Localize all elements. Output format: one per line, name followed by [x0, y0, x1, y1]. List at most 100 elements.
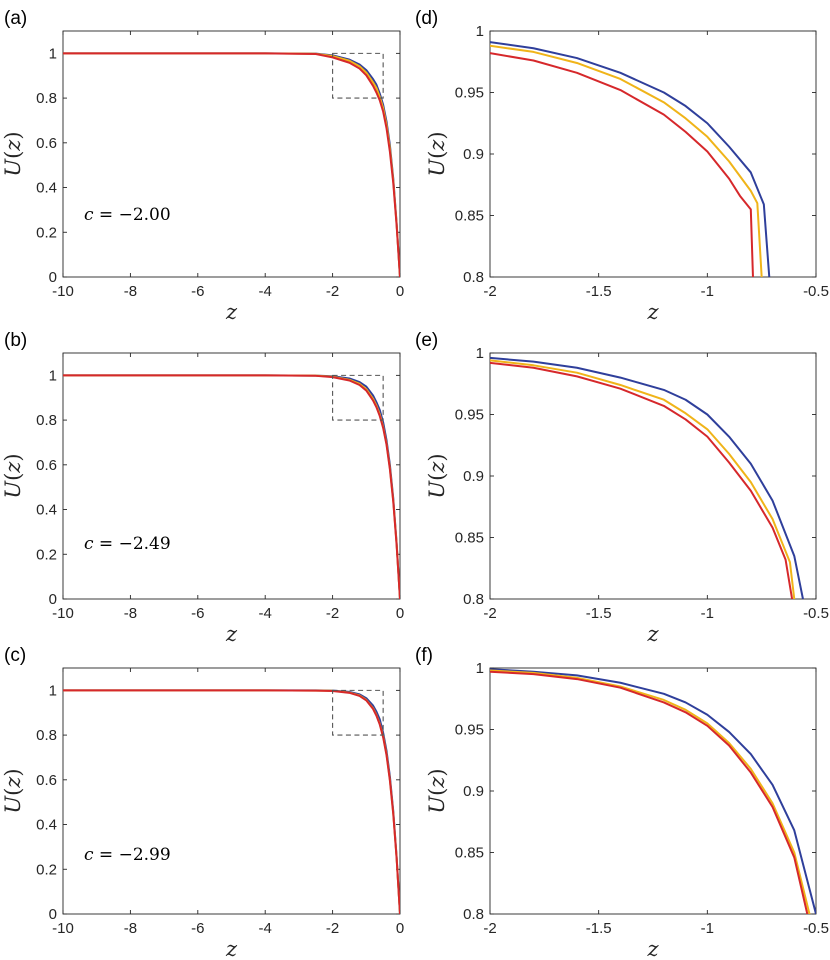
zoom-box — [332, 374, 384, 421]
plot-frame — [62, 667, 401, 915]
y-tick-label: 0.8 — [463, 269, 484, 286]
y-tick-label: 0.85 — [455, 530, 484, 547]
y-tick-label: 0.95 — [455, 85, 484, 102]
y-tick-label: 0.9 — [463, 146, 484, 163]
y-axis-label-open-paren: ( — [1, 473, 25, 481]
series-line-3 — [63, 689, 400, 914]
x-axis-label: z — [646, 622, 659, 646]
x-tick-label: -1 — [701, 920, 714, 937]
panel-label: (b) — [4, 330, 27, 351]
x-tick-label: -2 — [483, 605, 496, 622]
x-tick-label: -2 — [483, 283, 496, 300]
y-axis-label: U(z) — [1, 453, 25, 498]
x-tick-label: -8 — [124, 283, 137, 300]
y-tick-label: 0.9 — [463, 783, 484, 800]
y-tick-label: 0.2 — [36, 546, 57, 563]
x-tick-label: -4 — [259, 283, 272, 300]
y-tick-label: 0.4 — [36, 180, 57, 197]
y-tick-label: 0.6 — [36, 772, 57, 789]
x-axis-label: z — [225, 937, 238, 960]
y-tick-label: 0.85 — [455, 845, 484, 862]
series-line-3 — [63, 374, 400, 599]
y-tick-label: 0.4 — [36, 502, 57, 519]
annotation-c-value: c = −2.00 — [84, 205, 171, 225]
x-tick-label: -6 — [191, 920, 204, 937]
y-axis-label-close-paren: ) — [425, 768, 449, 776]
y-axis-label: U(z) — [1, 131, 25, 176]
series-line-3 — [490, 361, 794, 599]
y-tick-label: 0 — [49, 906, 57, 923]
plot-frame — [489, 667, 817, 915]
annotation-c-value: c = −2.49 — [84, 534, 171, 554]
y-axis-label-fn: U — [1, 795, 25, 814]
y-axis-label-fn: U — [1, 480, 25, 499]
y-tick-label: 0.8 — [36, 90, 57, 107]
x-tick-label: 0 — [396, 605, 404, 622]
y-tick-label: 0 — [49, 591, 57, 608]
y-tick-label: 1 — [476, 660, 484, 677]
x-tick-label: -2 — [326, 920, 339, 937]
y-axis-label-open-paren: ( — [425, 151, 449, 159]
annotation-var: c — [84, 205, 94, 225]
x-tick-label: -1.5 — [586, 605, 612, 622]
y-axis-label-close-paren: ) — [1, 768, 25, 776]
series-line-1 — [63, 689, 400, 914]
series-line-2 — [63, 689, 400, 914]
y-axis-label: U(z) — [1, 768, 25, 813]
series-line-2 — [63, 52, 400, 277]
x-tick-label: -6 — [191, 605, 204, 622]
annotation-value: = −2.99 — [94, 845, 171, 865]
y-tick-label: 0.8 — [463, 906, 484, 923]
y-axis-label-close-paren: ) — [1, 453, 25, 461]
y-tick-label: 0.6 — [36, 135, 57, 152]
y-axis-label-close-paren: ) — [425, 453, 449, 461]
x-tick-label: 0 — [396, 920, 404, 937]
x-tick-label: -2 — [326, 605, 339, 622]
annotation-value: = −2.49 — [94, 534, 171, 554]
series-group — [63, 374, 400, 599]
y-axis-label-close-paren: ) — [425, 131, 449, 139]
series-group — [490, 356, 804, 599]
panel-label: (c) — [4, 645, 26, 666]
zoom-box — [332, 689, 384, 736]
x-tick-label: -8 — [124, 605, 137, 622]
x-tick-label: -0.5 — [803, 283, 829, 300]
series-line-1 — [63, 52, 400, 277]
y-axis-label-open-paren: ( — [1, 151, 25, 159]
plot-frame — [62, 352, 401, 600]
y-tick-label: 0.8 — [36, 727, 57, 744]
y-tick-label: 0.85 — [455, 208, 484, 225]
y-tick-label: 1 — [49, 367, 57, 384]
x-tick-label: 0 — [396, 283, 404, 300]
y-axis-label-close-paren: ) — [1, 131, 25, 139]
series-line-1 — [490, 668, 816, 914]
series-line-3 — [63, 52, 400, 277]
y-tick-label: 0.8 — [36, 412, 57, 429]
panel-label: (a) — [4, 8, 27, 29]
y-axis-label-fn: U — [425, 480, 449, 499]
annotation-c-value: c = −2.99 — [84, 845, 171, 865]
series-line-3 — [490, 670, 809, 914]
x-tick-label: -0.5 — [803, 920, 829, 937]
y-tick-label: 1 — [49, 682, 57, 699]
y-tick-label: 1 — [476, 345, 484, 362]
zoom-box — [332, 52, 384, 99]
x-tick-label: -2 — [326, 283, 339, 300]
y-tick-label: 0.8 — [463, 591, 484, 608]
x-tick-label: -1.5 — [586, 920, 612, 937]
series-line-2 — [490, 44, 763, 277]
x-tick-label: -10 — [52, 605, 74, 622]
x-axis-label: z — [646, 937, 659, 960]
y-tick-label: 0.2 — [36, 224, 57, 241]
y-axis-label: U(z) — [425, 768, 449, 813]
y-tick-label: 1 — [49, 45, 57, 62]
y-axis-label-arg: z — [425, 461, 449, 474]
x-tick-label: -2 — [483, 920, 496, 937]
y-axis-label-fn: U — [425, 158, 449, 177]
y-tick-label: 0 — [49, 269, 57, 286]
